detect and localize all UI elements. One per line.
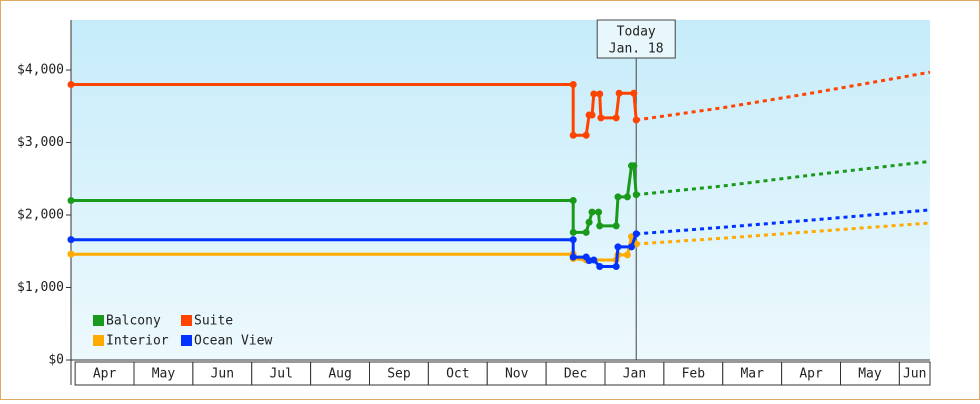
legend-label: Ocean View — [194, 334, 272, 349]
plot-area — [71, 20, 930, 360]
price-point — [632, 230, 640, 238]
today-label: Jan. 18 — [609, 42, 664, 57]
price-point — [582, 131, 590, 139]
y-tick-label: $2,000 — [17, 208, 64, 223]
price-point — [614, 193, 622, 201]
x-tick-label: May — [858, 367, 882, 382]
price-point — [569, 236, 577, 244]
price-point — [627, 243, 635, 251]
price-point — [612, 114, 620, 122]
price-point — [632, 116, 640, 124]
x-tick-label: Dec — [564, 367, 587, 382]
forecast-line — [636, 159, 931, 197]
price-point — [630, 89, 638, 97]
price-point — [612, 262, 620, 270]
forecast-line — [636, 208, 931, 236]
price-point — [582, 228, 590, 236]
price-point — [67, 81, 75, 89]
price-point — [596, 262, 604, 270]
x-tick-label: Jun — [211, 367, 234, 382]
price-point — [632, 191, 640, 199]
legend-label: Balcony — [106, 314, 161, 329]
x-tick-label: Oct — [446, 367, 469, 382]
price-point — [67, 250, 75, 258]
legend-swatch — [181, 315, 192, 326]
x-tick-label: Feb — [682, 367, 706, 382]
x-tick-label: Aug — [328, 367, 351, 382]
y-tick-label: $1,000 — [17, 280, 64, 295]
today-box — [596, 19, 676, 59]
legend-label: Suite — [194, 314, 233, 329]
x-tick-label: Nov — [505, 367, 529, 382]
x-tick-label: Jul — [269, 367, 292, 382]
x-tick-label: Apr — [799, 367, 823, 382]
x-tick-label: Mar — [740, 367, 764, 382]
x-tick-label: Sep — [387, 367, 411, 382]
price-point — [585, 218, 593, 226]
x-tick-label: Jun — [903, 367, 926, 382]
price-point — [67, 236, 75, 244]
y-tick-label: $3,000 — [17, 135, 64, 150]
price-point — [588, 208, 596, 216]
price-point — [569, 197, 577, 205]
price-point — [569, 228, 577, 236]
forecast-line — [636, 221, 931, 246]
price-point — [597, 114, 605, 122]
price-point — [590, 90, 598, 98]
legend-swatch — [181, 335, 192, 346]
price-point — [614, 243, 622, 251]
y-tick-label: $0 — [48, 353, 64, 368]
price-point — [630, 162, 638, 170]
price-point — [623, 193, 631, 201]
legend-label: Interior — [106, 334, 169, 349]
price-point — [596, 222, 604, 230]
legend-swatch — [93, 315, 104, 326]
price-point — [623, 251, 631, 259]
price-point — [596, 90, 604, 98]
legend-swatch — [93, 335, 104, 346]
x-tick-label: Jan — [623, 367, 646, 382]
price-point — [569, 81, 577, 89]
month-box — [898, 361, 931, 386]
y-tick-label: $4,000 — [17, 63, 64, 78]
price-point — [615, 89, 623, 97]
x-tick-label: May — [152, 367, 176, 382]
price-point — [595, 208, 603, 216]
price-point — [588, 111, 596, 119]
price-point — [67, 197, 75, 205]
price-point — [590, 256, 598, 264]
today-label: Today — [617, 25, 656, 40]
price-point — [612, 222, 620, 230]
price-point — [569, 253, 577, 261]
price-point — [569, 131, 577, 139]
x-tick-label: Apr — [93, 367, 117, 382]
forecast-line — [635, 70, 931, 122]
